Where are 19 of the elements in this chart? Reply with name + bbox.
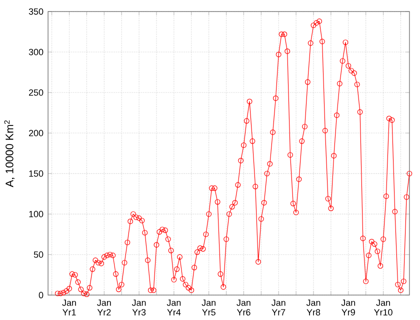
x-tick-label: Jan Yr7	[272, 300, 286, 316]
x-tick-label: Jan Yr6	[236, 300, 250, 316]
y-tick-label: 200	[28, 130, 44, 136]
y-tick-label: 300	[28, 49, 44, 56]
y-tick-label: 50	[34, 252, 44, 258]
y-axis-title: A, 10000 Km$^{2}$	[4, 120, 15, 188]
x-tick-label: Jan Yr9	[341, 300, 356, 316]
y-tick-label: 0	[38, 292, 44, 298]
x-tick-label: Jan Yr5	[202, 300, 216, 316]
x-tick-label: Jan Yr10	[374, 300, 392, 316]
y-tick-label: 250	[28, 90, 44, 96]
y-tick-label: 150	[29, 170, 44, 177]
x-tick-label: Jan Yr1	[62, 300, 76, 316]
y-tick-label: 350	[28, 8, 44, 15]
x-tick-label: Jan Yr8	[306, 300, 320, 316]
x-tick-label: Jan Yr4	[166, 300, 181, 316]
y-tick-label: 100	[29, 211, 44, 218]
x-tick-label: Jan Yr2	[97, 300, 111, 316]
x-tick-label: Jan Yr3	[132, 300, 146, 316]
